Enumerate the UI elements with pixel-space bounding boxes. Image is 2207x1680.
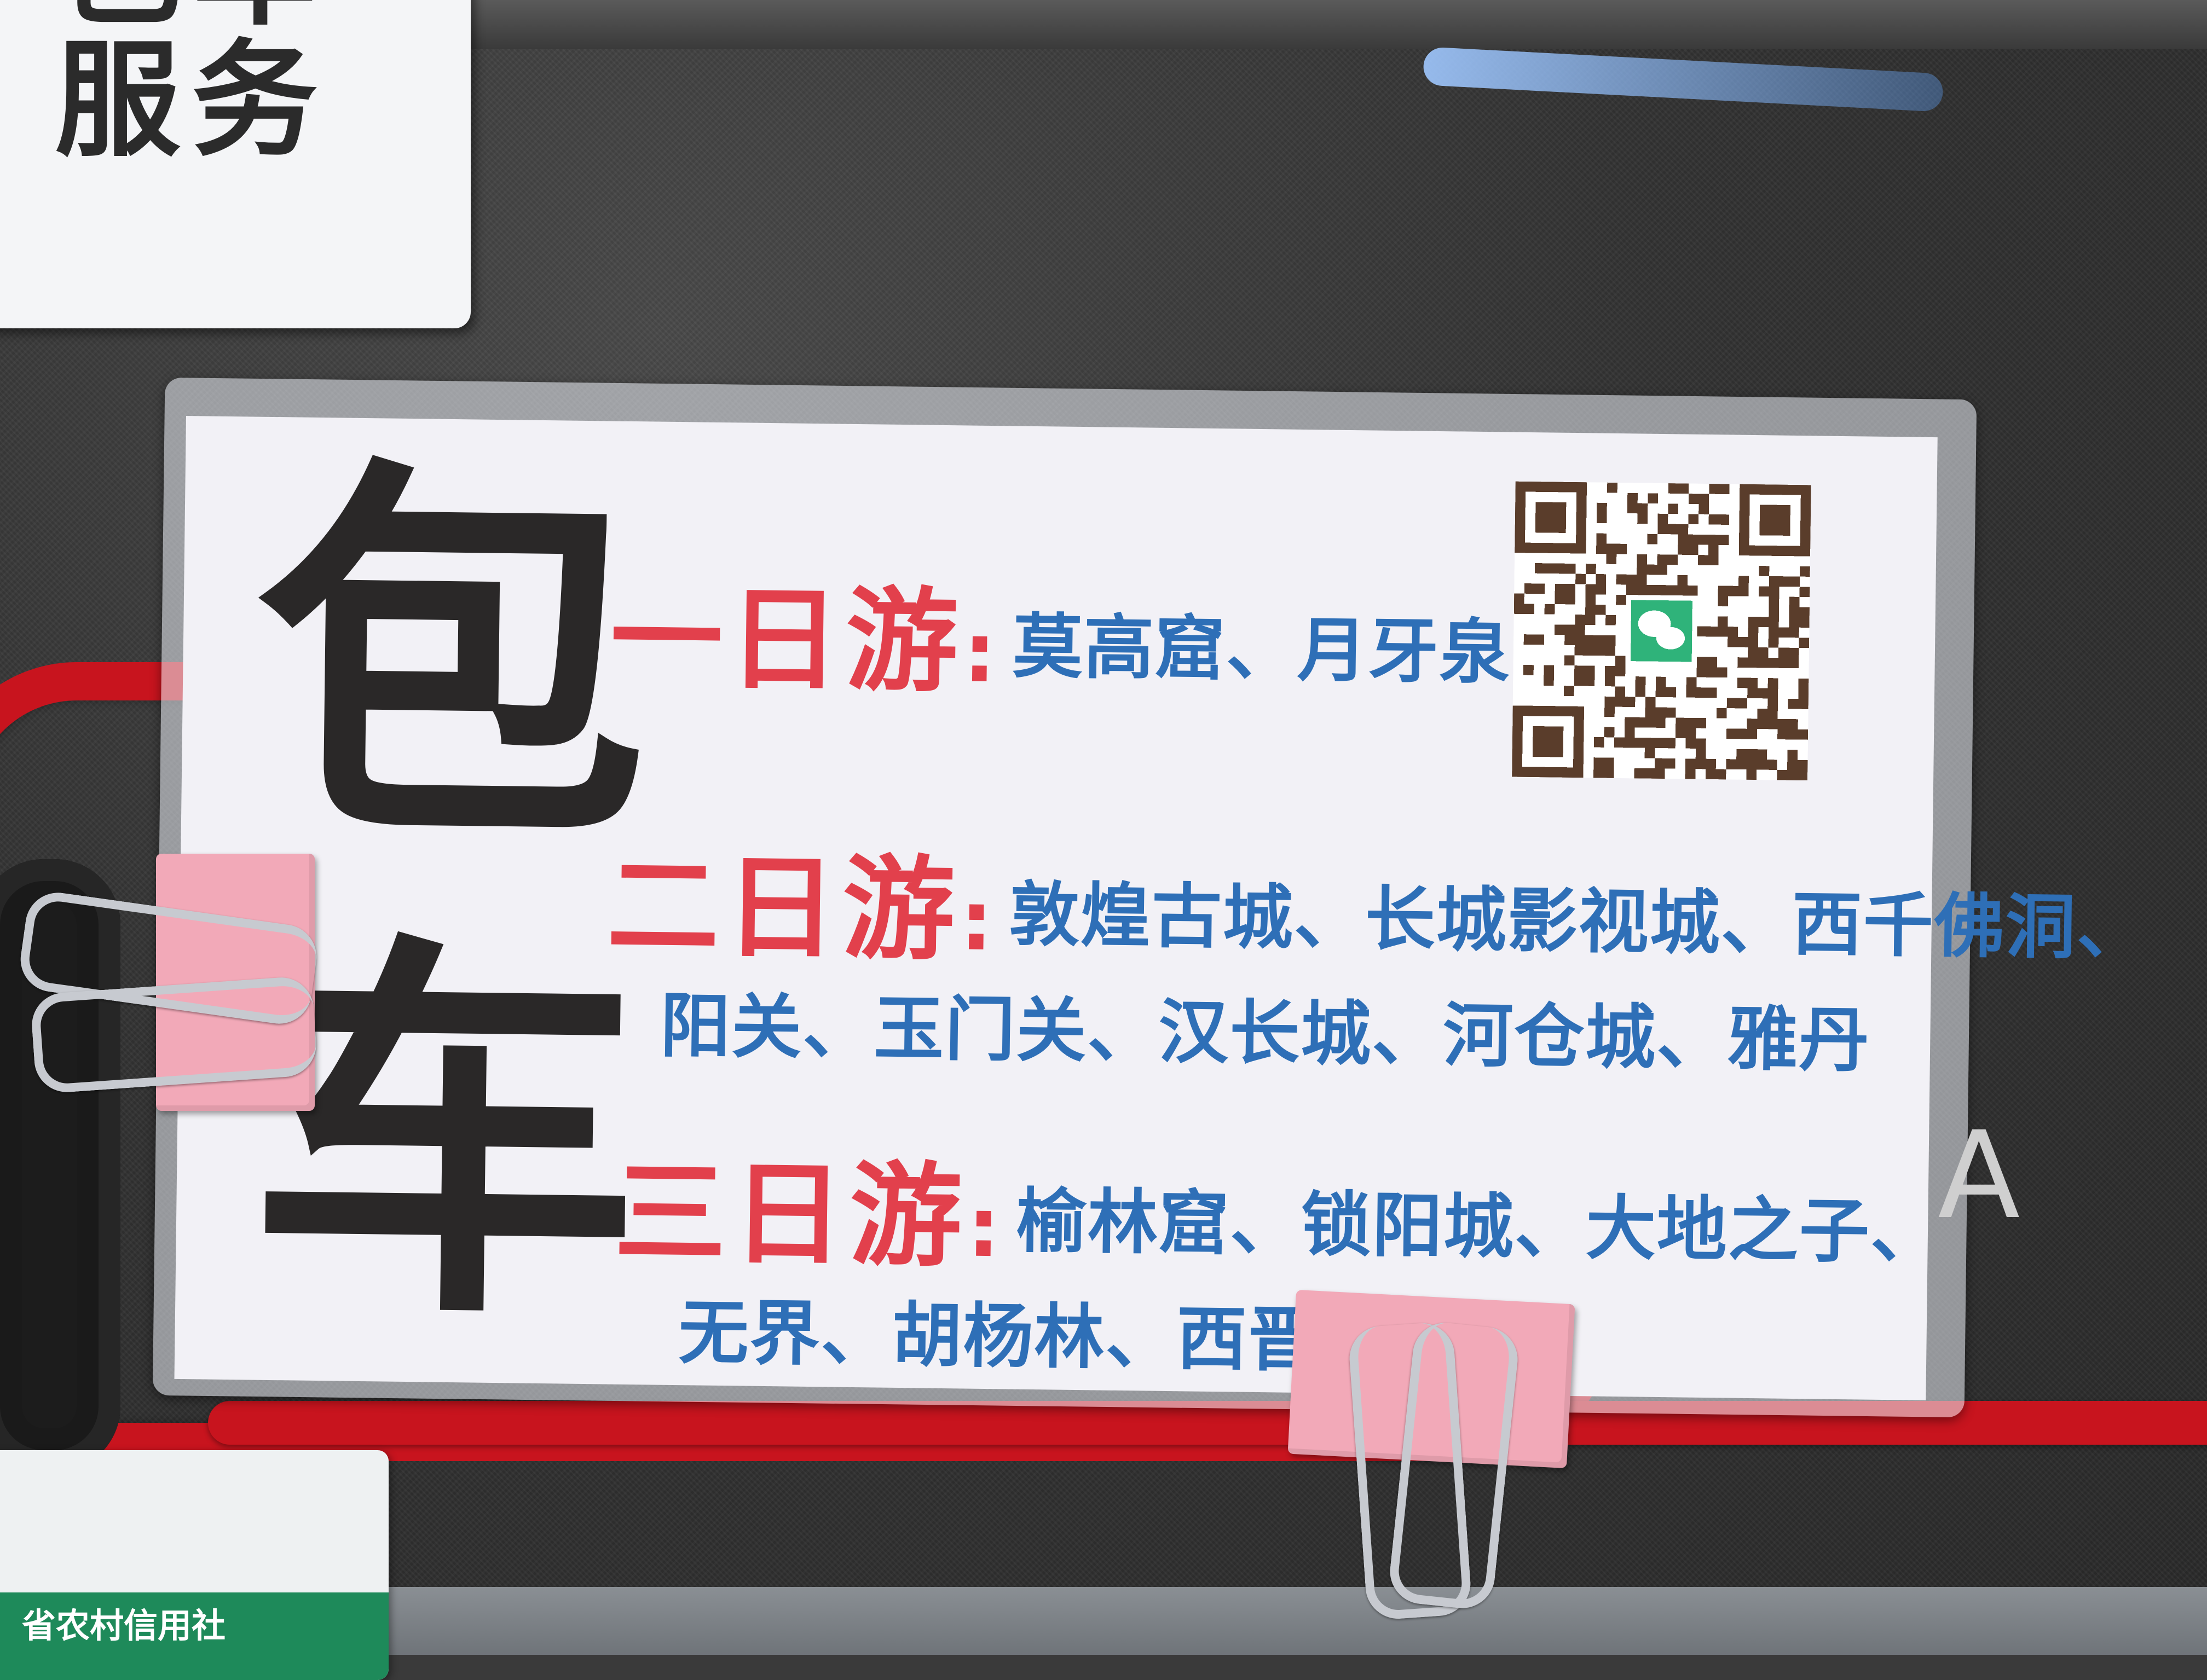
embroidered-letter: A [1938,1105,2020,1245]
binder-clip-left [156,854,315,1111]
wechat-qr-code-icon[interactable] [1512,481,1811,781]
big-char-bao: 包 [251,428,651,892]
tour-places: 阳关、玉门关、汉长城、河仓城、雅丹 [660,985,1871,1082]
tour-colon: : [962,605,997,702]
tour-row-three-day: 三日游: 榆林窟、锁阳城、大地之子、 [614,1122,1943,1301]
tour-label: 三日游 [613,1148,968,1283]
tour-places: 榆林窟、锁阳城、大地之子、 [1016,1180,1942,1274]
tour-label: 一日游 [609,573,964,708]
tour-row-two-day-cont: 阳关、玉门关、汉长城、河仓城、雅丹 [660,969,1871,1085]
tour-places: 莫高窟、月牙泉 [1012,606,1511,694]
tour-row-one-day: 一日游: 莫高窟、月牙泉 [610,547,1512,721]
tour-row-two-day: 二日游: 敦煌古城、长城影视城、西千佛洞、 [606,815,2149,996]
top-sign-line-1: 包车 [55,0,328,33]
charter-card: 包 车 一日游: 莫高窟、月牙泉 二日游: 敦煌古城、长城影视城、西千佛洞、 阳关、… [174,416,2148,1400]
binder-clip-wire [30,975,319,1094]
top-sign-line-2: 服务 [55,28,329,174]
bank-badge: 省农村信用社 [0,1450,389,1680]
top-sign: 包车 服务 [0,0,471,328]
badge-text: 省农村信用社 [22,1606,226,1646]
tour-label: 二日游 [606,841,961,976]
tour-colon: : [966,1180,1001,1276]
tour-colon: : [959,873,993,970]
air-vent [0,859,120,1472]
tour-places: 敦煌古城、长城影视城、西千佛洞、 [1009,874,2148,970]
